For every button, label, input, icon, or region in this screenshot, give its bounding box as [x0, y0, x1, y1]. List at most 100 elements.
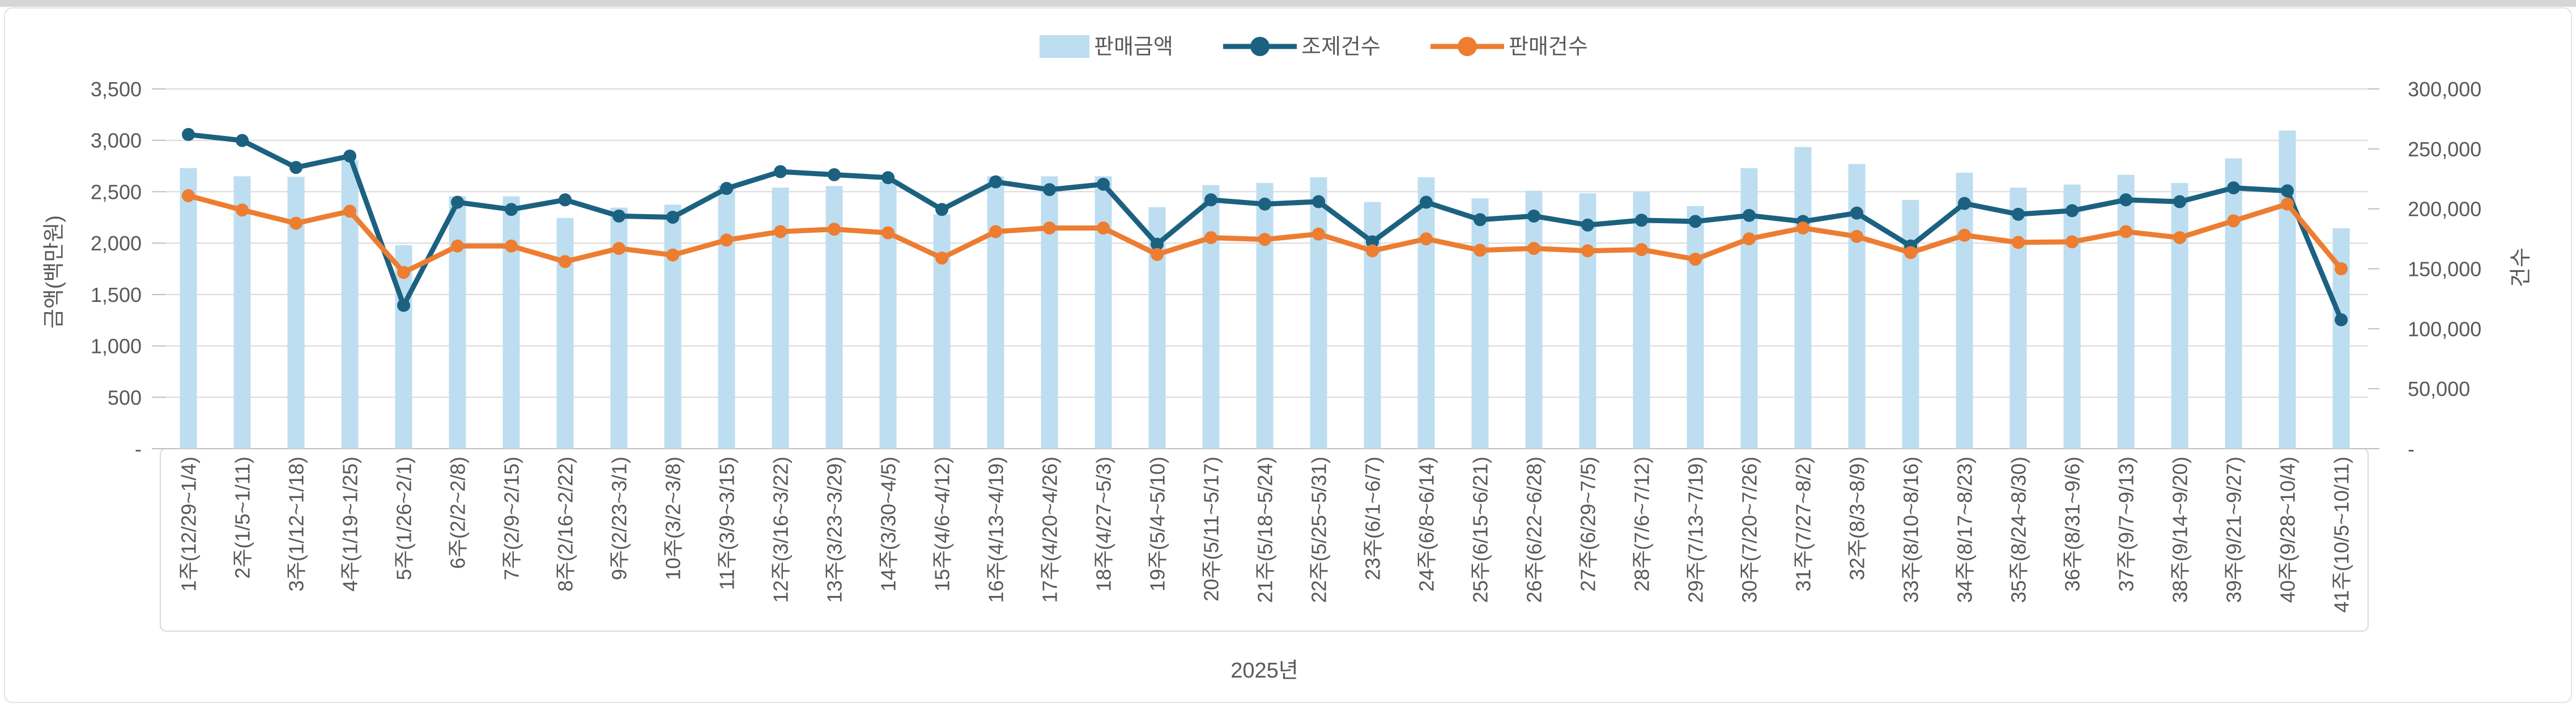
- bar-16주(4/13~4/19)[interactable]: [987, 176, 1004, 449]
- 조제건수-point-34주(8/17~8/23)[interactable]: [1958, 197, 1971, 210]
- 판매건수-point-11주(3/9~3/15)[interactable]: [720, 233, 733, 247]
- 판매건수-point-36주(8/31~9/6)[interactable]: [2066, 235, 2079, 249]
- 판매건수-point-5주(1/26~2/1)[interactable]: [397, 266, 410, 279]
- 조제건수-point-24주(6/8~6/14)[interactable]: [1420, 195, 1433, 209]
- 판매건수-point-19주(5/4~5/10)[interactable]: [1151, 248, 1164, 261]
- 조제건수-point-41주(10/5~10/11)[interactable]: [2335, 313, 2348, 326]
- 판매건수-point-41주(10/5~10/11)[interactable]: [2335, 262, 2348, 275]
- 판매건수-point-13주(3/23~3/29)[interactable]: [828, 223, 841, 236]
- 판매건수-point-38주(9/14~9/20)[interactable]: [2173, 231, 2186, 244]
- bar-29주(7/13~7/19)[interactable]: [1687, 206, 1704, 449]
- bar-40주(9/28~10/4)[interactable]: [2279, 130, 2296, 449]
- bar-26주(6/22~6/28)[interactable]: [1525, 190, 1543, 449]
- 판매건수-point-9주(2/23~3/1)[interactable]: [612, 242, 625, 255]
- 조제건수-point-2주(1/5~1/11)[interactable]: [236, 134, 249, 147]
- 조제건수-point-29주(7/13~7/19)[interactable]: [1689, 215, 1702, 228]
- bar-35주(8/24~8/30)[interactable]: [2009, 188, 2027, 449]
- 판매건수-point-39주(9/21~9/27)[interactable]: [2227, 214, 2240, 228]
- 판매건수-point-40주(9/28~10/4)[interactable]: [2281, 197, 2294, 211]
- 조제건수-point-3주(1/12~1/18)[interactable]: [289, 161, 303, 174]
- 판매건수-point-24주(6/8~6/14)[interactable]: [1420, 232, 1433, 246]
- 조제건수-point-26주(6/22~6/28)[interactable]: [1527, 209, 1540, 223]
- 판매건수-point-30주(7/20~7/26)[interactable]: [1743, 232, 1756, 246]
- 판매건수-point-14주(3/30~4/5)[interactable]: [882, 226, 895, 240]
- 판매건수-point-26주(6/22~6/28)[interactable]: [1527, 242, 1540, 255]
- 판매건수-point-27주(6/29~7/5)[interactable]: [1581, 244, 1594, 258]
- bar-15주(4/6~4/12)[interactable]: [933, 214, 951, 449]
- 조제건수-point-39주(9/21~9/27)[interactable]: [2227, 181, 2240, 195]
- 조제건수-point-21주(5/18~5/24)[interactable]: [1258, 197, 1271, 211]
- 조제건수-point-13주(3/23~3/29)[interactable]: [828, 168, 841, 181]
- 조제건수-point-27주(6/29~7/5)[interactable]: [1581, 218, 1594, 232]
- bar-10주(3/2~3/8)[interactable]: [664, 205, 682, 449]
- 판매건수-point-29주(7/13~7/19)[interactable]: [1689, 253, 1702, 266]
- bar-14주(3/30~4/5)[interactable]: [879, 181, 897, 449]
- 판매건수-point-33주(8/10~8/16)[interactable]: [1904, 246, 1917, 259]
- 조제건수-point-12주(3/16~3/22)[interactable]: [774, 165, 787, 178]
- 조제건수-point-37주(9/7~9/13)[interactable]: [2119, 193, 2132, 207]
- 조제건수-point-17주(4/20~4/26)[interactable]: [1043, 183, 1056, 197]
- 판매건수-point-28주(7/6~7/12)[interactable]: [1635, 243, 1648, 257]
- 판매건수-point-7주(2/9~2/15)[interactable]: [505, 239, 518, 253]
- 조제건수-point-1주(12/29~1/4)[interactable]: [182, 127, 195, 141]
- bar-28주(7/6~7/12)[interactable]: [1633, 192, 1650, 449]
- 조제건수-point-23주(6/1~6/7)[interactable]: [1366, 235, 1379, 249]
- legend-item-판매금액[interactable]: 판매금액: [1040, 35, 1173, 59]
- 판매건수-point-15주(4/6~4/12)[interactable]: [935, 251, 948, 265]
- 판매건수-point-1주(12/29~1/4)[interactable]: [182, 189, 195, 202]
- 조제건수-point-16주(4/13~4/19)[interactable]: [989, 175, 1002, 189]
- 조제건수-point-40주(9/28~10/4)[interactable]: [2281, 184, 2294, 198]
- 판매건수-point-20주(5/11~5/17)[interactable]: [1204, 231, 1217, 244]
- 조제건수-point-32주(8/3~8/9)[interactable]: [1850, 206, 1863, 220]
- 판매건수-point-25주(6/15~6/21)[interactable]: [1474, 244, 1487, 257]
- bar-11주(3/9~3/15)[interactable]: [718, 185, 735, 449]
- bar-20주(5/11~5/17)[interactable]: [1202, 185, 1220, 449]
- 조제건수-point-19주(5/4~5/10)[interactable]: [1151, 237, 1164, 251]
- 조제건수-point-22주(5/25~5/31)[interactable]: [1312, 195, 1325, 208]
- 조제건수-point-8주(2/16~2/22)[interactable]: [559, 193, 572, 207]
- 판매건수-point-6주(2/2~2/8)[interactable]: [451, 239, 464, 253]
- bar-4주(1/19~1/25)[interactable]: [341, 160, 359, 449]
- 판매건수-point-22주(5/25~5/31)[interactable]: [1312, 227, 1325, 241]
- bar-6주(2/2~2/8)[interactable]: [449, 196, 466, 449]
- bar-18주(4/27~5/3)[interactable]: [1095, 176, 1112, 449]
- 판매건수-point-8주(2/16~2/22)[interactable]: [559, 255, 572, 269]
- 판매건수-point-17주(4/20~4/26)[interactable]: [1043, 222, 1056, 235]
- bar-36주(8/31~9/6)[interactable]: [2063, 184, 2081, 449]
- 조제건수-point-6주(2/2~2/8)[interactable]: [451, 195, 464, 209]
- 판매건수-point-31주(7/27~8/2)[interactable]: [1796, 222, 1809, 235]
- 조제건수-point-10주(3/2~3/8)[interactable]: [666, 210, 679, 224]
- 판매건수-point-18주(4/27~5/3)[interactable]: [1097, 222, 1110, 235]
- bar-1주(12/29~1/4)[interactable]: [180, 168, 197, 449]
- 판매건수-point-21주(5/18~5/24)[interactable]: [1258, 233, 1271, 246]
- 조제건수-point-20주(5/11~5/17)[interactable]: [1204, 193, 1217, 207]
- 조제건수-point-7주(2/9~2/15)[interactable]: [505, 203, 518, 216]
- bar-7주(2/9~2/15)[interactable]: [503, 196, 520, 449]
- 조제건수-point-9주(2/23~3/1)[interactable]: [612, 209, 625, 223]
- bar-22주(5/25~5/31)[interactable]: [1310, 177, 1327, 449]
- bar-38주(9/14~9/20)[interactable]: [2171, 183, 2188, 449]
- 판매건수-point-23주(6/1~6/7)[interactable]: [1366, 244, 1379, 258]
- bar-39주(9/21~9/27)[interactable]: [2225, 158, 2242, 449]
- 조제건수-point-28주(7/6~7/12)[interactable]: [1635, 214, 1648, 227]
- legend-item-조제건수[interactable]: 조제건수: [1223, 35, 1381, 59]
- 조제건수-point-38주(9/14~9/20)[interactable]: [2173, 195, 2186, 208]
- 판매건수-point-32주(8/3~8/9)[interactable]: [1850, 229, 1863, 243]
- 판매건수-point-12주(3/16~3/22)[interactable]: [774, 225, 787, 238]
- bar-31주(7/27~8/2)[interactable]: [1794, 147, 1812, 449]
- 판매건수-point-16주(4/13~4/19)[interactable]: [989, 225, 1002, 238]
- 판매건수-point-37주(9/7~9/13)[interactable]: [2119, 225, 2132, 238]
- 판매건수-point-35주(8/24~8/30)[interactable]: [2012, 236, 2025, 249]
- 조제건수-point-5주(1/26~2/1)[interactable]: [397, 299, 410, 312]
- bar-17주(4/20~4/26)[interactable]: [1041, 176, 1058, 449]
- 조제건수-point-11주(3/9~3/15)[interactable]: [720, 182, 733, 195]
- 판매건수-point-34주(8/17~8/23)[interactable]: [1958, 228, 1971, 242]
- 조제건수-point-25주(6/15~6/21)[interactable]: [1474, 213, 1487, 227]
- 조제건수-point-15주(4/6~4/12)[interactable]: [935, 203, 948, 216]
- bar-34주(8/17~8/23)[interactable]: [1956, 172, 1973, 449]
- 판매건수-point-2주(1/5~1/11)[interactable]: [236, 203, 249, 217]
- 조제건수-point-18주(4/27~5/3)[interactable]: [1097, 177, 1110, 191]
- 조제건수-point-35주(8/24~8/30)[interactable]: [2012, 207, 2025, 221]
- bar-25주(6/15~6/21)[interactable]: [1471, 198, 1489, 449]
- bar-27주(6/29~7/5)[interactable]: [1579, 193, 1596, 449]
